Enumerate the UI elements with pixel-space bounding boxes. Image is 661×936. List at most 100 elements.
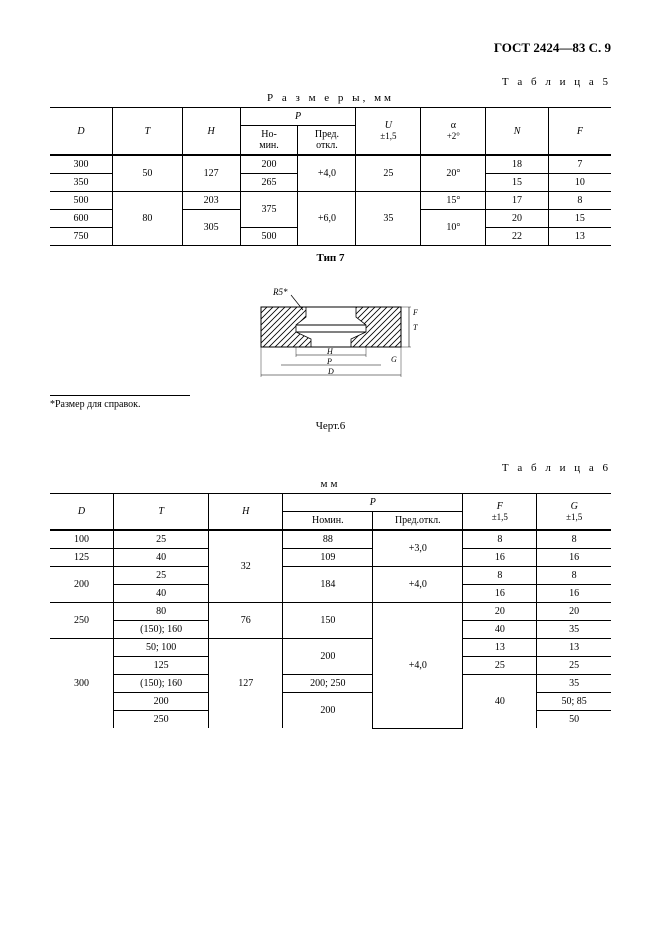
cell: 13: [463, 639, 537, 657]
table-row: 100 25 32 88 +3,0 8 8: [50, 530, 611, 549]
tip-label: Тип 7: [50, 246, 611, 268]
cell: 16: [463, 585, 537, 603]
cell: 200; 250: [283, 675, 373, 693]
cell: 25: [114, 567, 209, 585]
th-a-sub: +2°: [447, 131, 460, 141]
table5-sub: Р а з м е р ы, мм: [50, 92, 611, 104]
cell: 50: [537, 711, 611, 729]
th-a: α: [451, 120, 456, 131]
cell: 16: [537, 585, 611, 603]
cell: 200: [50, 567, 114, 603]
cell: 127: [182, 155, 240, 192]
cell: 16: [537, 549, 611, 567]
cell: 40: [463, 621, 537, 639]
cell: 184: [283, 567, 373, 603]
table6-sub: мм: [50, 478, 611, 490]
table-row: 300 50 127 200 +4,0 25 20° 18 7: [50, 155, 611, 174]
diagram-type7: R5* H P D T F G: [50, 277, 611, 387]
cell: 25: [537, 657, 611, 675]
cell: 8: [548, 192, 611, 210]
cell: 18: [486, 155, 549, 174]
cell: 500: [240, 228, 298, 246]
table-row: 200 25 184 +4,0 8 8: [50, 567, 611, 585]
cell: 35: [537, 675, 611, 693]
cell: 127: [209, 639, 283, 729]
cell: 20: [537, 603, 611, 621]
cell: 50: [113, 155, 183, 192]
cell: 40: [114, 549, 209, 567]
cell: +6,0: [298, 192, 356, 246]
cell: 300: [50, 639, 114, 729]
page-header: ГОСТ 2424—83 С. 9: [50, 40, 611, 56]
cell: 20: [486, 210, 549, 228]
cell: 200: [114, 693, 209, 711]
cell: (150); 160: [114, 675, 209, 693]
cell: 25: [114, 530, 209, 549]
cell: +4,0: [373, 603, 463, 729]
th-D: D: [77, 126, 84, 137]
cell: 50; 85: [537, 693, 611, 711]
cell: 35: [537, 621, 611, 639]
table-row: 500 80 203 375 +6,0 35 15° 17 8: [50, 192, 611, 210]
table5-header-row1: D T H P U±1,5 α+2° N F: [50, 108, 611, 126]
cell: 80: [113, 192, 183, 246]
cell: 16: [463, 549, 537, 567]
th6-Pdev: Пред.откл.: [373, 512, 463, 531]
cell: 500: [50, 192, 113, 210]
th-P: P: [295, 111, 301, 122]
th6-F-sub: ±1,5: [492, 512, 508, 522]
cell: 8: [463, 567, 537, 585]
cell: 25: [463, 657, 537, 675]
cell: 100: [50, 530, 114, 549]
cell: 750: [50, 228, 113, 246]
cell: 80: [114, 603, 209, 621]
cell: 15: [486, 174, 549, 192]
svg-text:P: P: [326, 357, 332, 366]
table5-label: Т а б л и ц а 5: [50, 76, 611, 88]
diagram-R: R5*: [272, 287, 288, 297]
cell: 88: [283, 530, 373, 549]
th-Pnom: Но- мин.: [240, 126, 298, 156]
cell: 10°: [421, 210, 486, 246]
cell: +3,0: [373, 530, 463, 567]
cell: 7: [548, 155, 611, 174]
cell: 50; 100: [114, 639, 209, 657]
cell: 35: [356, 192, 421, 246]
cell: 13: [537, 639, 611, 657]
table-row: 125 40 109 16 16: [50, 549, 611, 567]
cell: 22: [486, 228, 549, 246]
th-U-sub: ±1,5: [380, 131, 396, 141]
svg-text:G: G: [391, 355, 397, 364]
cell: 375: [240, 192, 298, 228]
th6-G: G: [571, 501, 578, 512]
th-T: T: [145, 126, 151, 137]
th-H: H: [207, 126, 214, 137]
cell: 350: [50, 174, 113, 192]
cell: 600: [50, 210, 113, 228]
table-row: 300 50; 100 127 200 13 13: [50, 639, 611, 657]
th6-D: D: [78, 506, 85, 517]
th6-Pnom: Номин.: [283, 512, 373, 531]
cell: 109: [283, 549, 373, 567]
cell: 76: [209, 603, 283, 639]
cell: 40: [114, 585, 209, 603]
cell: 200: [283, 693, 373, 729]
table-row: 250 80 76 150 +4,0 20 20: [50, 603, 611, 621]
svg-text:F: F: [412, 308, 418, 317]
table6: D T H P F±1,5 G±1,5 Номин. Пред.откл. 10…: [50, 493, 611, 729]
th6-G-sub: ±1,5: [566, 512, 582, 522]
th6-H: H: [242, 506, 249, 517]
th6-T: T: [158, 506, 164, 517]
cell: 150: [283, 603, 373, 639]
cell: 13: [548, 228, 611, 246]
cell: +4,0: [373, 567, 463, 603]
table-row: (150); 160 200; 250 40 35: [50, 675, 611, 693]
cell: 8: [537, 530, 611, 549]
cell: 250: [50, 603, 114, 639]
cell: 203: [182, 192, 240, 210]
cell: 15°: [421, 192, 486, 210]
svg-text:H: H: [326, 347, 334, 356]
cell: 305: [182, 210, 240, 246]
cell: 250: [114, 711, 209, 729]
table5-tip: Тип 7: [50, 246, 611, 268]
